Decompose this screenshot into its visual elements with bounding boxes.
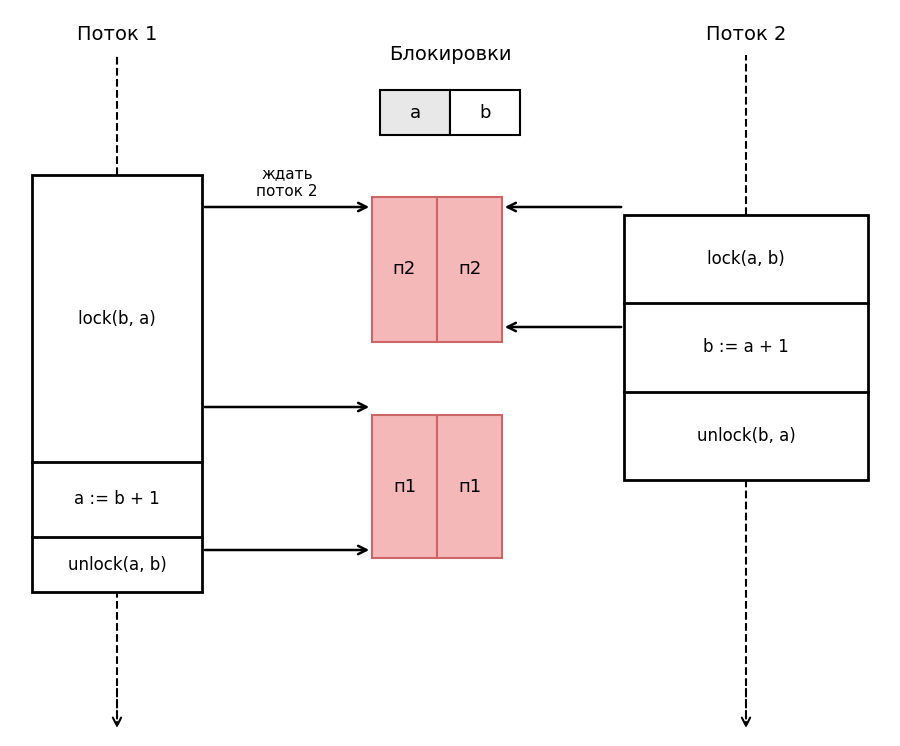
Text: a := b + 1: a := b + 1 xyxy=(74,491,160,509)
Text: unlock(a, b): unlock(a, b) xyxy=(68,556,166,574)
Text: п1: п1 xyxy=(393,477,416,495)
Text: Блокировки: Блокировки xyxy=(389,46,511,64)
Bar xyxy=(624,215,868,480)
Text: п2: п2 xyxy=(458,260,482,278)
Text: ждать
поток 2: ждать поток 2 xyxy=(256,166,318,199)
Bar xyxy=(437,197,502,342)
Bar xyxy=(32,175,202,592)
Text: lock(b, a): lock(b, a) xyxy=(78,310,156,327)
Text: п1: п1 xyxy=(458,477,482,495)
Text: unlock(b, a): unlock(b, a) xyxy=(697,427,796,445)
Text: a: a xyxy=(410,104,420,122)
Text: Поток 1: Поток 1 xyxy=(76,25,158,45)
Text: b: b xyxy=(479,104,490,122)
Text: п2: п2 xyxy=(393,260,416,278)
Bar xyxy=(380,90,450,135)
Bar xyxy=(372,415,437,558)
Bar xyxy=(437,415,502,558)
Bar xyxy=(372,197,437,342)
Bar xyxy=(450,90,520,135)
Text: b := a + 1: b := a + 1 xyxy=(703,339,789,357)
Text: Поток 2: Поток 2 xyxy=(706,25,787,45)
Text: lock(a, b): lock(a, b) xyxy=(707,250,785,268)
